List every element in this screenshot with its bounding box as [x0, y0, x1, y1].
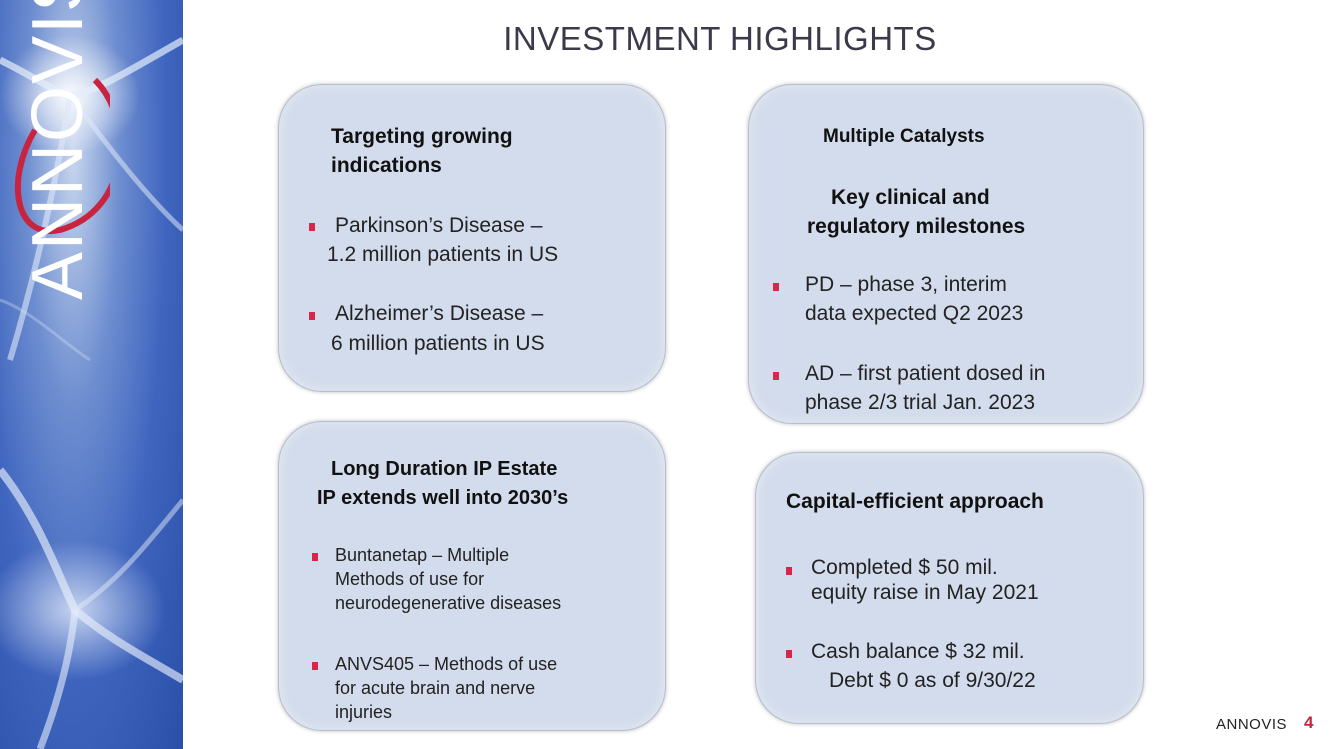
catalysts-bullet2-line2: phase 2/3 trial Jan. 2023	[805, 391, 1035, 414]
neuron-sidebar-image: ANNOVIS	[0, 0, 183, 749]
bullet-marker-icon	[312, 553, 318, 561]
capital-bullet2-line2: Debt $ 0 as of 9/30/22	[829, 669, 1036, 692]
indications-bullet1-line1: Parkinson’s Disease –	[335, 214, 543, 237]
ip-bullet2-line3: injuries	[335, 702, 393, 722]
capital-bullet1-line1: Completed $ 50 mil.	[811, 556, 998, 579]
bullet-marker-icon	[309, 223, 315, 231]
indications-bullet1-line2: 1.2 million patients in US	[327, 243, 559, 266]
card-catalysts: Multiple Catalysts Key clinical and regu…	[748, 84, 1144, 424]
catalysts-subheading-line1: Key clinical and	[831, 186, 990, 209]
indications-bullet2-line1: Alzheimer’s Disease –	[335, 302, 544, 325]
card-capital: Capital-efficient approach Completed $ 5…	[755, 452, 1144, 724]
capital-heading: Capital-efficient approach	[786, 490, 1044, 513]
ip-heading-line1: Long Duration IP Estate	[331, 458, 558, 480]
bullet-marker-icon	[309, 312, 315, 320]
ip-bullet1-line2: Methods of use for	[335, 569, 485, 589]
ip-bullet1-line1: Buntanetap – Multiple	[335, 545, 510, 565]
capital-bullet2-line1: Cash balance $ 32 mil.	[811, 640, 1025, 663]
catalysts-subheading-line2: regulatory milestones	[807, 215, 1026, 238]
indications-heading-line2: indications	[331, 154, 442, 177]
slide-title: INVESTMENT HIGHLIGHTS	[503, 20, 937, 57]
annovis-vertical-logo: ANNOVIS	[14, 0, 110, 300]
capital-bullet1-line2: equity raise in May 2021	[811, 581, 1039, 604]
ip-bullet2-line1: ANVS405 – Methods of use	[335, 654, 558, 674]
indications-heading-line1: Targeting growing	[331, 125, 513, 148]
ip-bullet1-line3: neurodegenerative diseases	[335, 593, 562, 613]
bullet-marker-icon	[773, 283, 779, 291]
bullet-marker-icon	[786, 567, 792, 575]
indications-bullet2-line2: 6 million patients in US	[331, 332, 545, 355]
catalysts-bullet1-line2: data expected Q2 2023	[805, 302, 1024, 325]
ip-heading-line2: IP extends well into 2030’s	[317, 487, 569, 509]
footer-brand-logo: ANNOVIS	[1216, 716, 1288, 733]
bullet-marker-icon	[773, 372, 779, 380]
bullet-marker-icon	[312, 662, 318, 670]
bullet-marker-icon	[786, 650, 792, 658]
annovis-logo-text: ANNOVIS	[18, 0, 98, 300]
neuron-illustration	[0, 35, 183, 749]
ip-bullet2-line2: for acute brain and nerve	[335, 678, 536, 698]
catalysts-bullet1-line1: PD – phase 3, interim	[805, 273, 1007, 296]
card-indications: Targeting growing indications Parkinson’…	[278, 84, 666, 392]
page-number: 4	[1304, 713, 1314, 732]
catalysts-heading: Multiple Catalysts	[823, 126, 985, 147]
card-ip-estate: Long Duration IP Estate IP extends well …	[278, 421, 666, 731]
catalysts-bullet2-line1: AD – first patient dosed in	[805, 362, 1046, 385]
